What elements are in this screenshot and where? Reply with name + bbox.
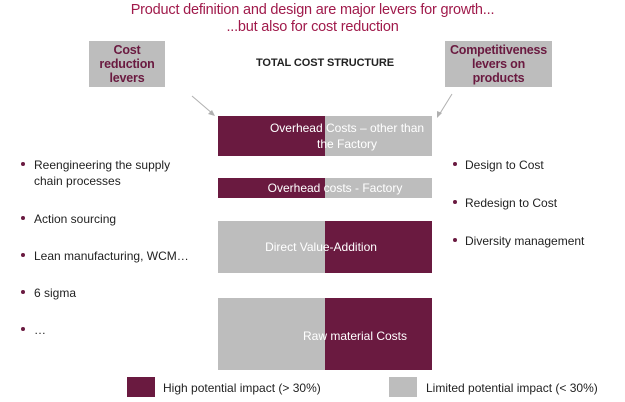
bar-segment-competitiveness-impact — [325, 298, 432, 370]
bullet-icon — [21, 290, 25, 294]
bullet-icon — [21, 216, 25, 220]
legend-label-limited: Limited potential impact (< 30%) — [426, 381, 598, 395]
bullet-icon — [453, 162, 457, 166]
bar-segment-competitiveness-impact — [325, 178, 432, 198]
bullet-icon — [21, 253, 25, 257]
list-item: Diversity management — [465, 234, 585, 248]
bar-label: Overhead costs - Factory — [267, 181, 403, 195]
legend-label-high: High potential impact (> 30%) — [163, 381, 321, 395]
bar-segment-cost-reduction-impact — [218, 221, 325, 273]
list-item: Reengineering the supply chain processes — [34, 158, 171, 188]
bar-raw-material: Raw material Costs — [218, 298, 432, 370]
bullet-icon — [453, 238, 457, 242]
bar-label: Raw material Costs — [302, 329, 408, 343]
right-arrow-icon — [437, 93, 453, 118]
list-item: Redesign to Cost — [465, 196, 558, 210]
list-item: Action sourcing — [34, 212, 117, 226]
list-item: 6 sigma — [34, 286, 77, 300]
cost-reduction-levers-label: Cost reduction levers — [99, 43, 155, 85]
bullet-icon — [453, 200, 457, 204]
left-arrow-icon — [191, 95, 215, 116]
bar-label: Overhead Costs – other than the Factory — [269, 121, 425, 151]
total-cost-structure-heading: TOTAL COST STRUCTURE — [256, 57, 394, 69]
competitiveness-levers-label: Competitiveness levers on products — [449, 43, 548, 85]
bullet-icon — [21, 327, 25, 331]
competitiveness-levers-box: Competitiveness levers on products — [445, 41, 552, 87]
bar-overhead-factory: Overhead costs - Factory — [218, 178, 432, 198]
list-item: Lean manufacturing, WCM… — [34, 249, 189, 263]
list-item: … — [34, 323, 46, 337]
bar-overhead-other: Overhead Costs – other than the Factory — [218, 116, 432, 156]
title-line-1: Product definition and design are major … — [130, 2, 495, 18]
bar-direct-value-addition: Direct Value-Addition — [218, 221, 432, 273]
bar-segment-cost-reduction-impact — [218, 298, 325, 370]
legend-swatch-high — [127, 377, 155, 397]
legend-swatch-limited — [389, 377, 417, 397]
bar-label: Direct Value-Addition — [265, 240, 377, 254]
bar-segment-cost-reduction-impact — [218, 178, 325, 198]
bar-segment-competitiveness-impact — [325, 221, 432, 273]
bullet-icon — [21, 162, 25, 166]
bar-segment-cost-reduction-impact — [218, 116, 325, 156]
bar-segment-competitiveness-impact — [325, 116, 432, 156]
list-item: Design to Cost — [465, 158, 544, 172]
title-line-2: ...but also for cost reduction — [226, 19, 399, 35]
cost-reduction-levers-box: Cost reduction levers — [89, 41, 165, 87]
